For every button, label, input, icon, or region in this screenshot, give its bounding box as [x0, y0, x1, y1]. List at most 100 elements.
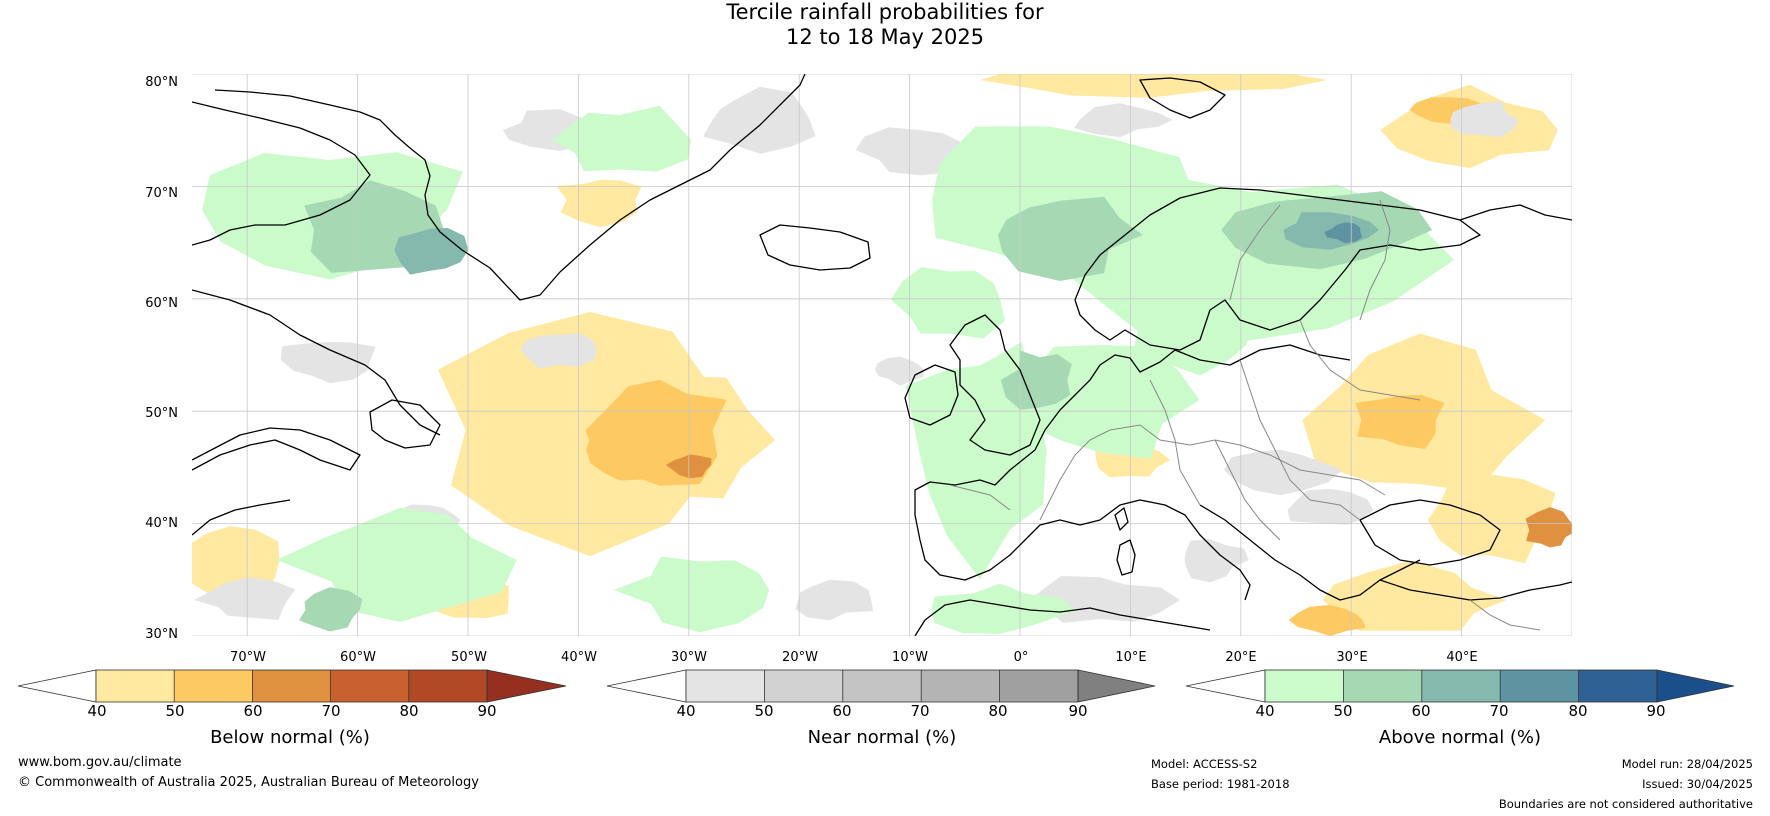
model-run-text: Model run: 28/04/2025	[1621, 757, 1753, 771]
russia-north-coast	[1459, 204, 1572, 221]
border-line	[1149, 379, 1201, 506]
probability-region	[1224, 449, 1343, 496]
lat-label-50n: 50°N	[145, 406, 178, 421]
probability-shading	[192, 74, 1572, 636]
near-tick-50: 50	[754, 702, 774, 720]
colorbar-segment	[764, 670, 843, 702]
base-period-text: Base period: 1981-2018	[1151, 777, 1290, 791]
probability-region	[280, 342, 376, 384]
colorbars	[17, 669, 1735, 703]
lon-label-0: 0°	[1013, 650, 1029, 665]
probability-region	[613, 556, 770, 633]
border-line	[1109, 424, 1271, 456]
france-iberia-coast	[914, 429, 1101, 581]
probability-region	[1324, 222, 1363, 244]
country-borders	[949, 199, 1541, 631]
lon-label-30w: 30°W	[671, 650, 707, 665]
colorbar-outline	[1264, 669, 1658, 703]
probability-region	[1028, 345, 1200, 459]
probability-region	[702, 86, 816, 154]
colorbar-low-extend	[1185, 669, 1266, 703]
border-line	[949, 484, 1011, 511]
nova-scotia-coast	[192, 427, 361, 471]
lon-label-70w: 70°W	[230, 650, 266, 665]
above-tick-40: 40	[1255, 702, 1275, 720]
colorbar-high-extend	[1656, 669, 1735, 703]
great-britain-coast	[949, 314, 1041, 456]
near-tick-80: 80	[988, 702, 1008, 720]
black-sea-coast	[1359, 499, 1501, 566]
probability-region	[931, 583, 1076, 634]
lon-label-10w: 10°W	[892, 650, 928, 665]
colorbar-segment	[252, 670, 331, 702]
colorbar-low-extend	[606, 669, 687, 703]
turkey-coast	[1379, 579, 1572, 601]
map-title: Tercile rainfall probabilities for 12 to…	[0, 0, 1770, 50]
colorbar-segment	[408, 670, 487, 702]
model-text: Model: ACCESS-S2	[1151, 757, 1258, 771]
near-tick-40: 40	[676, 702, 696, 720]
scandinavia-coast	[1074, 187, 1481, 351]
border-line	[1299, 319, 1421, 401]
lon-label-40w: 40°W	[561, 650, 597, 665]
us-east-coast	[192, 499, 291, 536]
newfoundland-coast	[369, 399, 441, 449]
probability-region	[1525, 507, 1572, 548]
probability-region	[586, 414, 659, 481]
colorbar-above	[1185, 669, 1735, 703]
probability-region	[194, 577, 296, 620]
colorbar-segment	[999, 670, 1078, 702]
near-normal-label: Near normal (%)	[807, 727, 957, 748]
above-tick-50: 50	[1333, 702, 1353, 720]
above-normal-label: Above normal (%)	[1378, 727, 1542, 748]
title-line-2: 12 to 18 May 2025	[785, 25, 985, 49]
lon-label-50w: 50°W	[451, 650, 487, 665]
probability-region	[552, 105, 691, 172]
europe-coast	[1044, 344, 1351, 431]
below-normal-label: Below normal (%)	[210, 727, 370, 748]
probability-region	[1288, 604, 1366, 636]
colorbar-segment	[1265, 670, 1344, 702]
colorbar-high-extend	[1077, 669, 1156, 703]
colorbar-segment	[330, 670, 409, 702]
probability-region	[874, 356, 924, 386]
copyright-text: © Commonwealth of Australia 2025, Austra…	[18, 775, 479, 790]
colorbar-near	[606, 669, 1156, 703]
border-line	[1214, 439, 1281, 541]
colorbar-segment	[96, 670, 175, 702]
probability-region	[1287, 488, 1374, 525]
above-tick-60: 60	[1411, 702, 1431, 720]
north-africa-coast	[914, 599, 1211, 636]
colorbar-outline	[95, 669, 488, 703]
probability-region	[1427, 474, 1556, 564]
near-tick-60: 60	[832, 702, 852, 720]
lon-label-30e: 30°E	[1336, 650, 1368, 665]
website-text: www.bom.gov.au/climate	[18, 755, 182, 770]
probability-region	[795, 579, 874, 621]
ireland-coast	[904, 364, 959, 426]
iceland-coast	[759, 224, 871, 271]
colorbar-segment	[1578, 670, 1657, 702]
probability-region	[556, 179, 642, 228]
probability-region	[891, 267, 1005, 339]
below-tick-80: 80	[399, 702, 419, 720]
colorbar-segment	[1343, 670, 1422, 702]
lon-label-20w: 20°W	[782, 650, 818, 665]
probability-region	[1133, 288, 1255, 376]
probability-region	[1450, 101, 1519, 138]
colorbar-segment	[174, 670, 253, 702]
colorbar-segment	[842, 670, 922, 702]
lat-label-60n: 60°N	[145, 296, 178, 311]
lon-label-10e: 10°E	[1115, 650, 1147, 665]
above-tick-90: 90	[1646, 702, 1666, 720]
lat-label-70n: 70°N	[145, 186, 178, 201]
border-line	[1269, 454, 1386, 496]
balkans-coast	[1199, 504, 1421, 601]
below-tick-90: 90	[477, 702, 497, 720]
lat-label-40n: 40°N	[145, 516, 178, 531]
border-line	[1469, 599, 1541, 631]
below-tick-50: 50	[165, 702, 185, 720]
colorbar-segment	[1421, 670, 1501, 702]
lat-label-80n: 80°N	[145, 75, 178, 90]
title-line-1: Tercile rainfall probabilities for	[726, 0, 1044, 24]
